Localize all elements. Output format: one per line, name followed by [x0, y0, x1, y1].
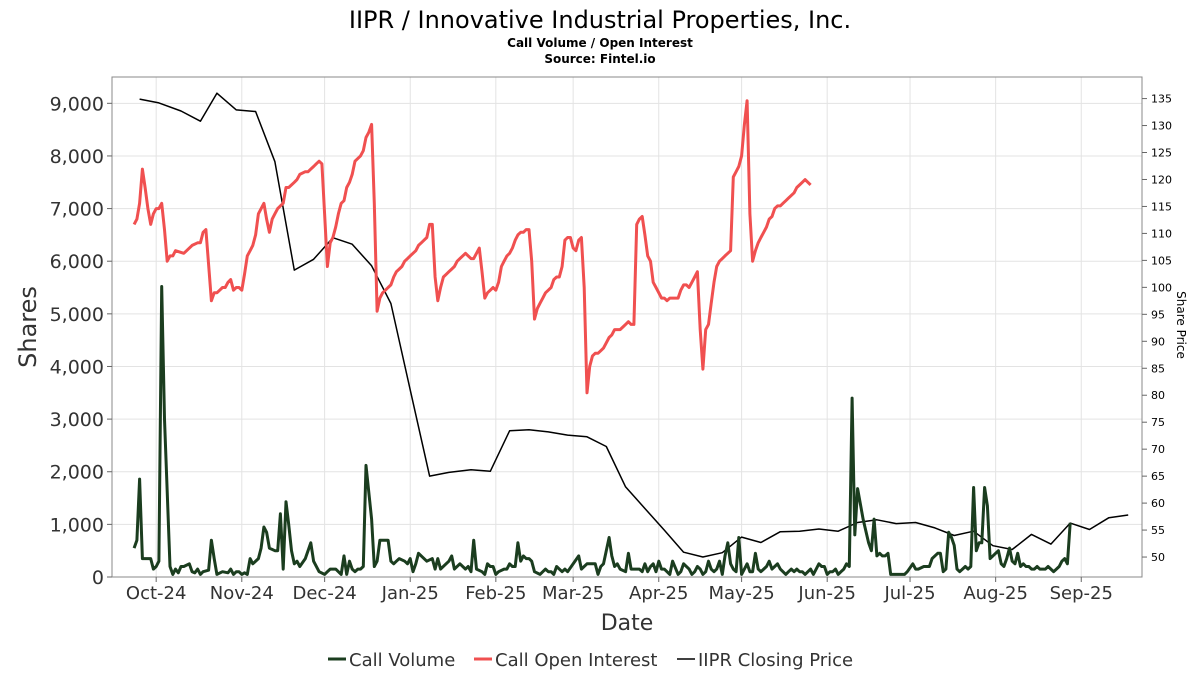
series-layer: [132, 92, 1129, 576]
x-tick-label: Oct-24: [126, 583, 187, 604]
x-tick-label: Jun-25: [797, 583, 856, 604]
x-tick-label: Mar-25: [542, 583, 604, 604]
y2-tick-label: 50: [1151, 551, 1165, 564]
y2-tick-label: 85: [1151, 362, 1165, 375]
y2-tick-label: 125: [1151, 147, 1172, 160]
legend-label-call-volume: Call Volume: [349, 650, 455, 671]
y-tick-label: 9,000: [50, 93, 104, 115]
y2-tick-label: 135: [1151, 93, 1172, 106]
grid-layer: [112, 77, 1142, 578]
x-tick-label: Aug-25: [963, 583, 1028, 604]
y-tick-label: 7,000: [50, 199, 104, 221]
x-tick-label: Jan-25: [381, 583, 439, 604]
y2-tick-label: 80: [1151, 389, 1165, 402]
left-axis: 0 1,000 2,000 3,000 4,000 5,000 6,000 7,000 8,00…: [50, 93, 112, 589]
y-tick-label: 5,000: [50, 304, 104, 326]
x-tick-label: Sep-25: [1050, 583, 1113, 604]
x-tick-label: Apr-25: [629, 583, 688, 604]
y2-tick-label: 105: [1151, 254, 1172, 267]
right-axis: 50 55 60 65 70 75 80 85 90 95 100 105 110 115 120 125 13…: [1142, 93, 1172, 564]
chart-subtitle-1: Call Volume / Open Interest: [507, 36, 693, 50]
legend-label-call-open-interest: Call Open Interest: [495, 650, 657, 671]
y2-tick-label: 75: [1151, 416, 1165, 429]
legend-item-iipr-closing-price[interactable]: IIPR Closing Price: [677, 650, 853, 671]
series-line-call-volume: [132, 285, 1072, 576]
x-tick-label: Nov-24: [210, 583, 274, 604]
chart-subtitle-2: Source: Fintel.io: [544, 52, 655, 66]
x-tick-label: Jul-25: [883, 583, 935, 604]
y2-tick-label: 55: [1151, 524, 1165, 537]
y2-tick-label: 120: [1151, 173, 1172, 186]
x-axis-title: Date: [601, 611, 654, 636]
y-tick-label: 6,000: [50, 251, 104, 273]
y2-tick-label: 65: [1151, 470, 1165, 483]
y2-tick-label: 110: [1151, 227, 1172, 240]
chart-title: IIPR / Innovative Industrial Properties,…: [349, 6, 851, 34]
y2-axis-title: Share Price: [1174, 291, 1188, 359]
legend-item-call-volume[interactable]: Call Volume: [328, 650, 455, 671]
y2-tick-label: 130: [1151, 120, 1172, 133]
y-tick-label: 3,000: [50, 409, 104, 431]
y-tick-label: 2,000: [50, 462, 104, 484]
series-line-iipr-closing-price: [139, 92, 1129, 558]
y-tick-label: 1,000: [50, 514, 104, 536]
y-tick-label: 0: [92, 567, 104, 589]
x-tick-label: Feb-25: [465, 583, 526, 604]
plot-frame: [111, 76, 1143, 578]
y-tick-label: 8,000: [50, 146, 104, 168]
x-tick-label: Dec-24: [293, 583, 357, 604]
y2-tick-label: 115: [1151, 200, 1172, 213]
y2-tick-label: 60: [1151, 497, 1165, 510]
y2-tick-label: 70: [1151, 443, 1165, 456]
x-axis: Oct-24 Nov-24 Dec-24 Jan-25 Feb-25 Mar-25 Apr-…: [126, 577, 1113, 604]
x-tick-label: May-25: [708, 583, 774, 604]
y2-tick-label: 100: [1151, 281, 1172, 294]
y-axis-title: Shares: [14, 286, 42, 368]
legend: Call Volume Call Open Interest IIPR Clos…: [328, 650, 853, 671]
legend-label-iipr-closing-price: IIPR Closing Price: [698, 650, 853, 671]
y2-tick-label: 90: [1151, 335, 1165, 348]
y-tick-label: 4,000: [50, 356, 104, 378]
y2-tick-label: 95: [1151, 308, 1165, 321]
series-line-call-open-interest: [132, 99, 812, 395]
legend-item-call-open-interest[interactable]: Call Open Interest: [474, 650, 657, 671]
